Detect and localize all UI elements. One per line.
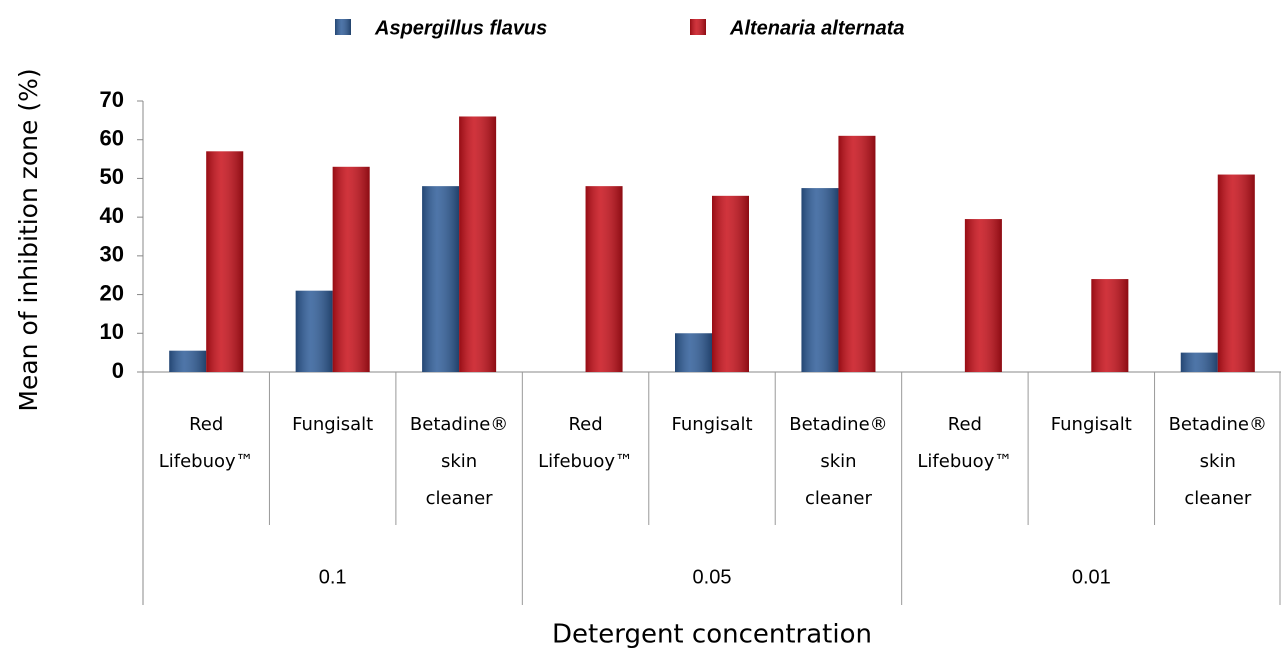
x-axis-title: Detergent concentration bbox=[552, 620, 872, 650]
x-tick-label: Betadine® bbox=[789, 414, 887, 435]
bar-shade bbox=[169, 350, 207, 372]
x-tick-label: Fungisalt bbox=[292, 414, 373, 435]
bar-shade bbox=[332, 166, 370, 372]
y-tick-label: 0 bbox=[112, 358, 124, 383]
x-tick-label: Betadine® bbox=[1169, 414, 1267, 435]
x-tick-label: Fungisalt bbox=[671, 414, 752, 435]
legend-swatch-shade bbox=[690, 19, 706, 35]
x-tick-label: cleaner bbox=[805, 488, 872, 509]
bar-shade bbox=[422, 186, 460, 372]
legend-swatch-shade bbox=[335, 19, 351, 35]
y-tick-label: 50 bbox=[100, 164, 124, 189]
group-label: 0.1 bbox=[319, 566, 347, 588]
x-tick-label: skin bbox=[820, 451, 856, 472]
bar-shade bbox=[1217, 174, 1255, 372]
bar-shade bbox=[801, 188, 839, 372]
x-tick-label: skin bbox=[441, 451, 477, 472]
bar-shade bbox=[459, 116, 497, 372]
y-tick-label: 40 bbox=[100, 203, 124, 228]
y-tick-label: 20 bbox=[100, 280, 124, 305]
bar-shade bbox=[585, 186, 623, 372]
group-label: 0.05 bbox=[693, 566, 732, 588]
x-tick-label: Lifebuoy™ bbox=[917, 451, 1012, 472]
x-tick-label: Red bbox=[948, 414, 982, 435]
bar-shade bbox=[838, 135, 876, 372]
bar-shade bbox=[1180, 352, 1218, 372]
x-tick-label: Lifebuoy™ bbox=[538, 451, 633, 472]
bar-shade bbox=[206, 151, 244, 372]
bar-shade bbox=[712, 195, 749, 372]
legend-label: Altenaria alternata bbox=[729, 17, 905, 39]
x-tick-label: cleaner bbox=[1184, 488, 1251, 509]
x-tick-label: Betadine® bbox=[410, 414, 508, 435]
legend-label: Aspergillus flavus bbox=[374, 17, 547, 39]
bar-shade bbox=[964, 219, 1002, 372]
y-tick-label: 60 bbox=[100, 126, 124, 151]
y-tick-label: 10 bbox=[100, 319, 124, 344]
x-tick-label: Lifebuoy™ bbox=[159, 451, 254, 472]
bar-shade bbox=[295, 290, 333, 372]
x-tick-label: Fungisalt bbox=[1051, 414, 1132, 435]
y-tick-label: 30 bbox=[100, 242, 124, 267]
x-tick-label: skin bbox=[1200, 451, 1236, 472]
bar-shade bbox=[675, 333, 712, 372]
x-tick-label: cleaner bbox=[426, 488, 493, 509]
bar-shade bbox=[1091, 279, 1129, 372]
x-tick-label: Red bbox=[568, 414, 602, 435]
y-axis-title: Mean of inhibition zone (%) bbox=[14, 68, 43, 411]
y-tick-label: 70 bbox=[100, 87, 124, 112]
group-label: 0.01 bbox=[1072, 566, 1111, 588]
x-tick-label: Red bbox=[189, 414, 223, 435]
